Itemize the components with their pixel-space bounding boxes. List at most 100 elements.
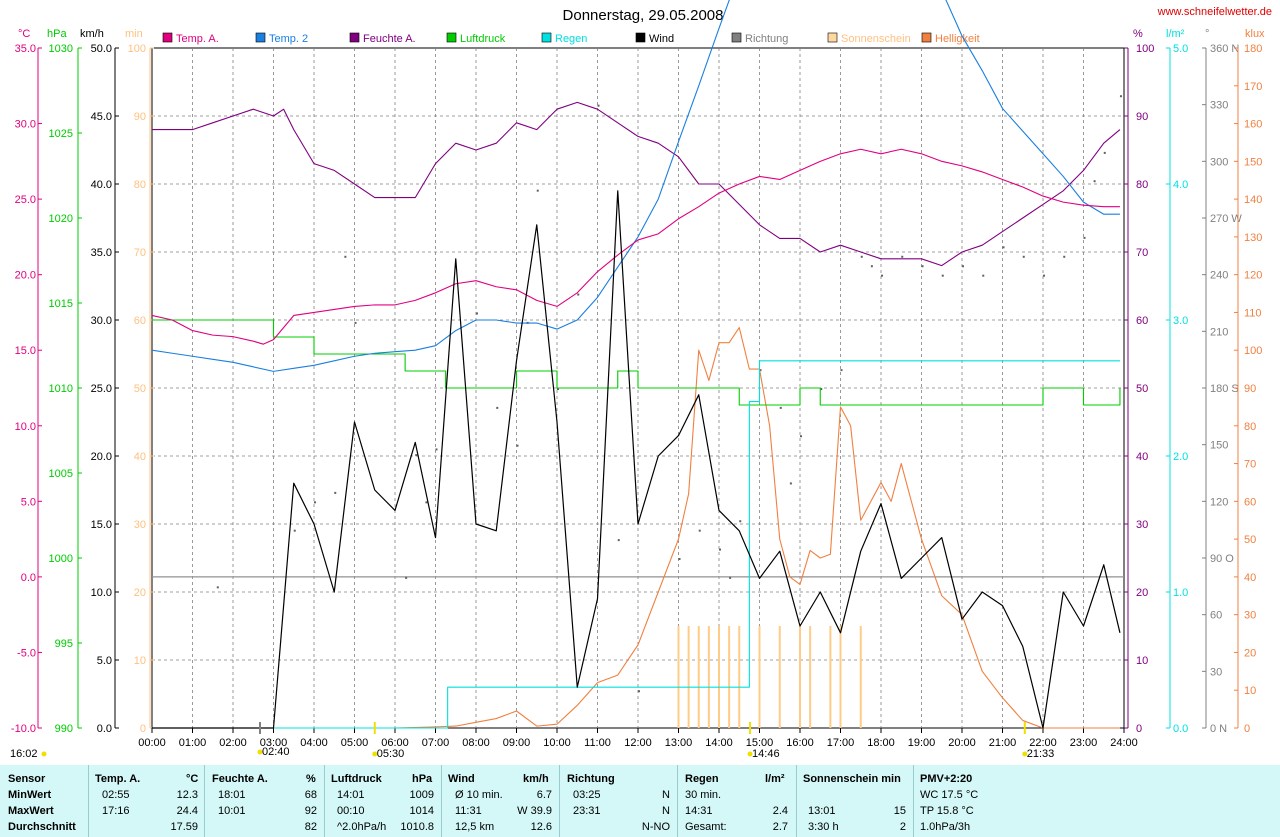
sunshine-axis-tick-label: 10 xyxy=(134,655,146,667)
direction-point xyxy=(293,529,296,532)
x-tick-label: 00:00 xyxy=(138,737,166,749)
brightness-axis-tick-label: 30 xyxy=(1244,610,1256,622)
stats-cell-pmv: WC 17.5 °C xyxy=(920,789,979,801)
legend-swatch xyxy=(541,32,552,43)
stats-cell-sun-desc: 3:30 h xyxy=(808,821,839,833)
stats-header-pressure-unit: hPa xyxy=(412,773,433,785)
x-tick-label: 22:00 xyxy=(1029,737,1057,749)
direction-axis-tick-label: 90 O xyxy=(1210,553,1234,565)
direction-point xyxy=(496,406,499,409)
direction-point xyxy=(789,482,792,485)
stats-divider xyxy=(796,765,797,837)
legend-swatch xyxy=(162,32,173,43)
series-line-feuchte-a- xyxy=(152,101,1121,267)
sunshine-unit-label: min xyxy=(125,28,143,40)
direction-point xyxy=(719,548,721,551)
temp-axis-tick-label: 10.0 xyxy=(15,421,36,433)
brightness-axis-tick-label: 90 xyxy=(1244,383,1256,395)
direction-point xyxy=(425,501,428,504)
direction-point xyxy=(415,454,418,457)
legend-label: Helligkeit xyxy=(935,33,980,45)
brightness-unit-label: klux xyxy=(1245,28,1265,40)
stats-cell-rain-desc: Gesamt: xyxy=(685,821,727,833)
temp-axis-tick-label: -10.0 xyxy=(11,723,36,735)
stats-cell-humid-val: 68 xyxy=(304,789,317,801)
rain-axis-tick-label: 3.0 xyxy=(1173,315,1188,327)
direction-point xyxy=(860,255,863,258)
sunshine-axis-tick-label: 40 xyxy=(134,451,146,463)
wind-axis-tick-label: 0.0 xyxy=(97,723,112,735)
marker-label: 05:30 xyxy=(377,748,405,760)
legend-swatch xyxy=(731,32,742,43)
brightness-axis-tick-label: 40 xyxy=(1244,572,1256,584)
direction-point xyxy=(344,255,347,258)
brightness-axis-tick-label: 150 xyxy=(1244,156,1262,168)
x-tick-label: 01:00 xyxy=(179,737,207,749)
direction-point xyxy=(476,312,478,315)
stats-cell-wind-desc: 12,5 km xyxy=(455,821,495,833)
pressure-axis-tick-label: 995 xyxy=(55,638,73,650)
pressure-axis-tick-label: 1030 xyxy=(49,43,73,55)
stats-divider xyxy=(204,765,205,837)
stats-header-rain: Regen xyxy=(685,773,719,785)
x-tick-label: 24:00 xyxy=(1110,737,1138,749)
direction-axis-tick-label: 300 xyxy=(1210,156,1228,168)
temp-axis-tick-label: 20.0 xyxy=(15,270,36,282)
direction-point xyxy=(820,388,823,390)
stats-cell-sun-desc: 13:01 xyxy=(808,805,836,817)
x-tick-label: 18:00 xyxy=(867,737,895,749)
brightness-axis-tick-label: 0 xyxy=(1244,723,1250,735)
brightness-axis-tick-label: 60 xyxy=(1244,496,1256,508)
sunshine-axis-tick-label: 100 xyxy=(128,43,146,55)
stats-cell-press-val: 1009 xyxy=(409,789,434,801)
stats-cell-rain-desc: 14:31 xyxy=(685,805,713,817)
stats-header-sensor: Sensor xyxy=(8,773,46,785)
wind-axis-tick-label: 5.0 xyxy=(97,655,112,667)
direction-point xyxy=(516,444,519,447)
sunshine-axis-tick-label: 90 xyxy=(134,111,146,123)
sunshine-axis-tick-label: 60 xyxy=(134,315,146,327)
pressure-axis-tick-label: 1025 xyxy=(49,128,73,140)
rain-axis-tick-label: 0.0 xyxy=(1173,723,1188,735)
wind-axis-tick-label: 10.0 xyxy=(91,587,112,599)
marker-dot xyxy=(1022,751,1028,757)
brightness-axis-tick-label: 120 xyxy=(1244,270,1262,282)
stats-header-wind: Wind xyxy=(448,773,475,785)
brightness-axis-tick-label: 180 xyxy=(1244,43,1262,55)
direction-point xyxy=(921,265,924,268)
humidity-axis-tick-label: 50 xyxy=(1136,383,1148,395)
direction-point xyxy=(901,255,904,258)
humidity-axis-tick-label: 90 xyxy=(1136,111,1148,123)
humidity-axis-tick-label: 60 xyxy=(1136,315,1148,327)
temp-axis-tick-label: 25.0 xyxy=(15,194,36,206)
stats-header-wind-unit: km/h xyxy=(523,773,549,785)
stats-divider xyxy=(913,765,914,837)
x-tick-label: 02:00 xyxy=(219,737,247,749)
brightness-axis-tick-label: 10 xyxy=(1244,685,1256,697)
stats-cell-humid-val: 92 xyxy=(304,805,317,817)
legend-label: Wind xyxy=(649,33,674,45)
direction-point xyxy=(982,274,985,277)
stats-header-temp-unit: °C xyxy=(186,773,199,785)
stats-header-direction: Richtung xyxy=(567,773,615,785)
stats-cell-pmv: TP 15.8 °C xyxy=(920,805,974,817)
direction-point xyxy=(1043,274,1045,277)
direction-point xyxy=(1063,255,1066,258)
marker-label: 14:46 xyxy=(752,748,780,760)
brightness-axis-tick-label: 20 xyxy=(1244,647,1256,659)
marker-dot xyxy=(372,751,378,757)
legend-label: Regen xyxy=(555,33,587,45)
site-link[interactable]: www.schneifelwetter.de xyxy=(1157,6,1272,18)
x-tick-label: 19:00 xyxy=(908,737,936,749)
x-tick-label: 08:00 xyxy=(462,737,490,749)
sunshine-axis-tick-label: 30 xyxy=(134,519,146,531)
pressure-unit-label: hPa xyxy=(47,28,67,40)
direction-point xyxy=(435,448,438,451)
humidity-axis-tick-label: 40 xyxy=(1136,451,1148,463)
temp-axis-tick-label: -5.0 xyxy=(17,647,36,659)
brightness-axis-tick-label: 130 xyxy=(1244,232,1262,244)
stats-cell-rain-val: 2.7 xyxy=(772,821,788,833)
legend-swatch xyxy=(635,32,646,43)
stats-cell-label: MaxWert xyxy=(8,805,54,817)
stats-cell-temp-val: 12.3 xyxy=(176,789,198,801)
